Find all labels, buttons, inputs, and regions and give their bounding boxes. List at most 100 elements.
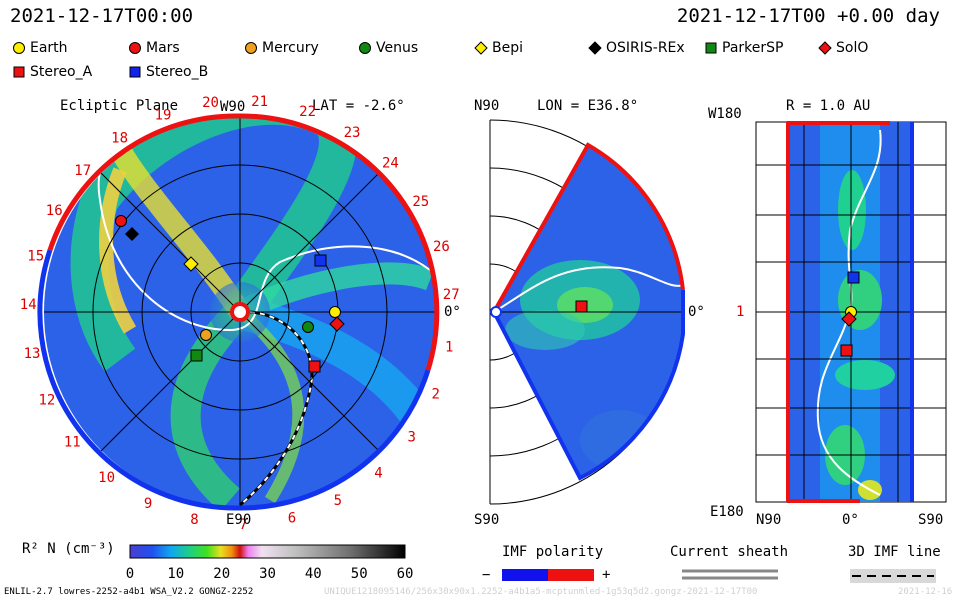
clock-label-23: 23 xyxy=(344,125,361,141)
meridional-right-label: 0° xyxy=(688,304,705,320)
legend-item-label: Venus xyxy=(376,40,419,56)
clock-label-1: 1 xyxy=(445,339,453,355)
clock-label-24: 24 xyxy=(382,156,399,172)
imf-plus-swatch xyxy=(548,569,594,581)
square-icon xyxy=(705,42,717,54)
radial-x-mid: 0° xyxy=(842,512,859,528)
radial-top-label: W180 xyxy=(708,106,742,122)
diamond-icon xyxy=(588,41,602,55)
clock-label-17: 17 xyxy=(74,163,91,179)
radial-x-left: N90 xyxy=(756,512,781,528)
clock-label-9: 9 xyxy=(144,496,152,512)
footer-date: 2021-12-16 xyxy=(898,587,953,597)
radial-mid-label: 1 xyxy=(736,304,744,320)
legend-item-parkersp: ParkerSP xyxy=(704,40,783,56)
circle-icon xyxy=(129,42,141,54)
stereo-a-marker xyxy=(308,360,321,373)
ecliptic-lat: LAT = -2.6° xyxy=(312,98,405,114)
legend-item-label: SolO xyxy=(836,40,869,56)
ecliptic-bodies xyxy=(115,215,345,373)
clock-label-16: 16 xyxy=(46,203,63,219)
clock-label-4: 4 xyxy=(374,466,382,482)
legend-item-label: Bepi xyxy=(492,40,523,56)
bepi-marker xyxy=(183,256,199,272)
colorbar-tick-20: 20 xyxy=(213,566,230,582)
clock-label-12: 12 xyxy=(38,393,55,409)
diamond-icon xyxy=(474,41,488,55)
legend-item-mercury: Mercury xyxy=(244,40,319,56)
legend-item-label: Stereo_A xyxy=(30,64,93,80)
circle-icon xyxy=(13,42,25,54)
clock-label-7: 7 xyxy=(239,517,247,533)
colorbar-tick-60: 60 xyxy=(397,566,414,582)
circle-icon xyxy=(359,42,371,54)
meridional-bottom-label: S90 xyxy=(474,512,499,528)
clock-label-19: 19 xyxy=(155,108,172,124)
earth-marker xyxy=(329,306,341,318)
radial-bottom-label: E180 xyxy=(710,504,744,520)
imf-plus: + xyxy=(602,567,611,583)
colorbar-tick-10: 10 xyxy=(167,566,184,582)
clock-label-15: 15 xyxy=(27,248,44,264)
colorbar-tick-40: 40 xyxy=(305,566,322,582)
clock-label-8: 8 xyxy=(190,512,198,528)
mercury-marker xyxy=(200,329,212,341)
clock-label-5: 5 xyxy=(334,493,342,509)
colorbar-label: R² N (cm⁻³) xyxy=(22,541,115,557)
ecliptic-right-label: 0° xyxy=(444,304,461,320)
clock-label-14: 14 xyxy=(20,297,37,313)
ecliptic-bottom-label: E90 xyxy=(226,512,251,528)
clock-label-20: 20 xyxy=(202,95,219,111)
clock-label-25: 25 xyxy=(412,194,429,210)
square-icon xyxy=(129,66,141,78)
legend-item-solo: SolO xyxy=(818,40,868,56)
legend-item-label: Mars xyxy=(146,40,180,56)
legend-item-label: Mercury xyxy=(262,40,319,56)
clock-label-18: 18 xyxy=(111,131,128,147)
legend-item-venus: Venus xyxy=(358,40,418,56)
imf-title: IMF polarity xyxy=(502,544,604,560)
datetime-right: 2021-12-17T00 +0.00 day xyxy=(676,5,940,27)
radial-x-right: S90 xyxy=(918,512,943,528)
parker-marker xyxy=(190,349,203,362)
footer-left: ENLIL-2.7 lowres-2252-a4b1 WSA_V2.2 GONG… xyxy=(4,587,254,597)
legend-item-stereo-a: Stereo_A xyxy=(12,64,92,80)
colorbar-tick-30: 30 xyxy=(259,566,276,582)
sheath-title: Current sheath xyxy=(670,544,789,560)
legend-item-label: OSIRIS-REx xyxy=(606,40,685,56)
clock-label-11: 11 xyxy=(64,435,81,451)
clock-label-22: 22 xyxy=(299,104,316,120)
meridional-top-label: N90 xyxy=(474,98,499,114)
legend-item-label: ParkerSP xyxy=(722,40,784,56)
clock-label-21: 21 xyxy=(251,94,268,110)
colorbar-tick-50: 50 xyxy=(351,566,368,582)
stereo-b-marker xyxy=(314,254,327,267)
radial-r: R = 1.0 AU xyxy=(786,98,870,114)
ecliptic-top-label: W90 xyxy=(220,99,245,115)
ecliptic-title: Ecliptic Plane xyxy=(60,98,178,114)
solo-marker xyxy=(329,316,345,332)
circle-icon xyxy=(245,42,257,54)
clock-label-13: 13 xyxy=(24,346,41,362)
radial-bodies xyxy=(840,271,860,357)
legend-item-label: Earth xyxy=(30,40,68,56)
imf-line-bg xyxy=(850,569,936,583)
clock-label-27: 27 xyxy=(443,287,460,303)
legend-item-osiris-rex: OSIRIS-REx xyxy=(588,40,685,56)
imf-line-title: 3D IMF line xyxy=(848,544,941,560)
imf-minus-swatch xyxy=(502,569,548,581)
diamond-icon xyxy=(818,41,832,55)
colorbar xyxy=(129,544,406,559)
colorbar-tick-0: 0 xyxy=(126,566,134,582)
sun-marker xyxy=(230,302,250,322)
clock-label-26: 26 xyxy=(433,239,450,255)
venus-marker xyxy=(302,321,314,333)
clock-label-3: 3 xyxy=(407,429,415,445)
osiris-rex-marker xyxy=(125,227,139,241)
legend-item-earth: Earth xyxy=(12,40,68,56)
legend-item-mars: Mars xyxy=(128,40,180,56)
square-icon xyxy=(13,66,25,78)
footer-right: UNIQUE1218095146/256x30x90x1.2252-a4b1a5… xyxy=(324,587,758,597)
